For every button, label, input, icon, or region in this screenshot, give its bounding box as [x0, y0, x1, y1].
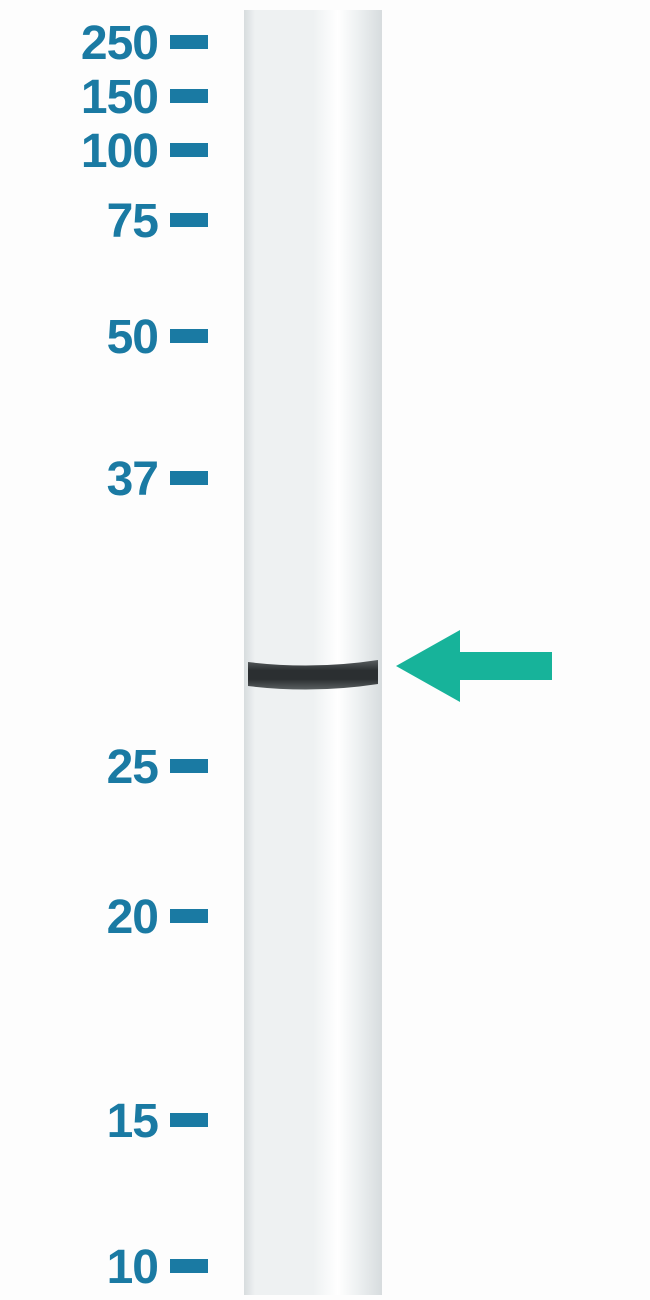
western-blot-figure: 25015010075503725201510 — [0, 0, 650, 1300]
band-indicator-arrow — [0, 0, 650, 1300]
